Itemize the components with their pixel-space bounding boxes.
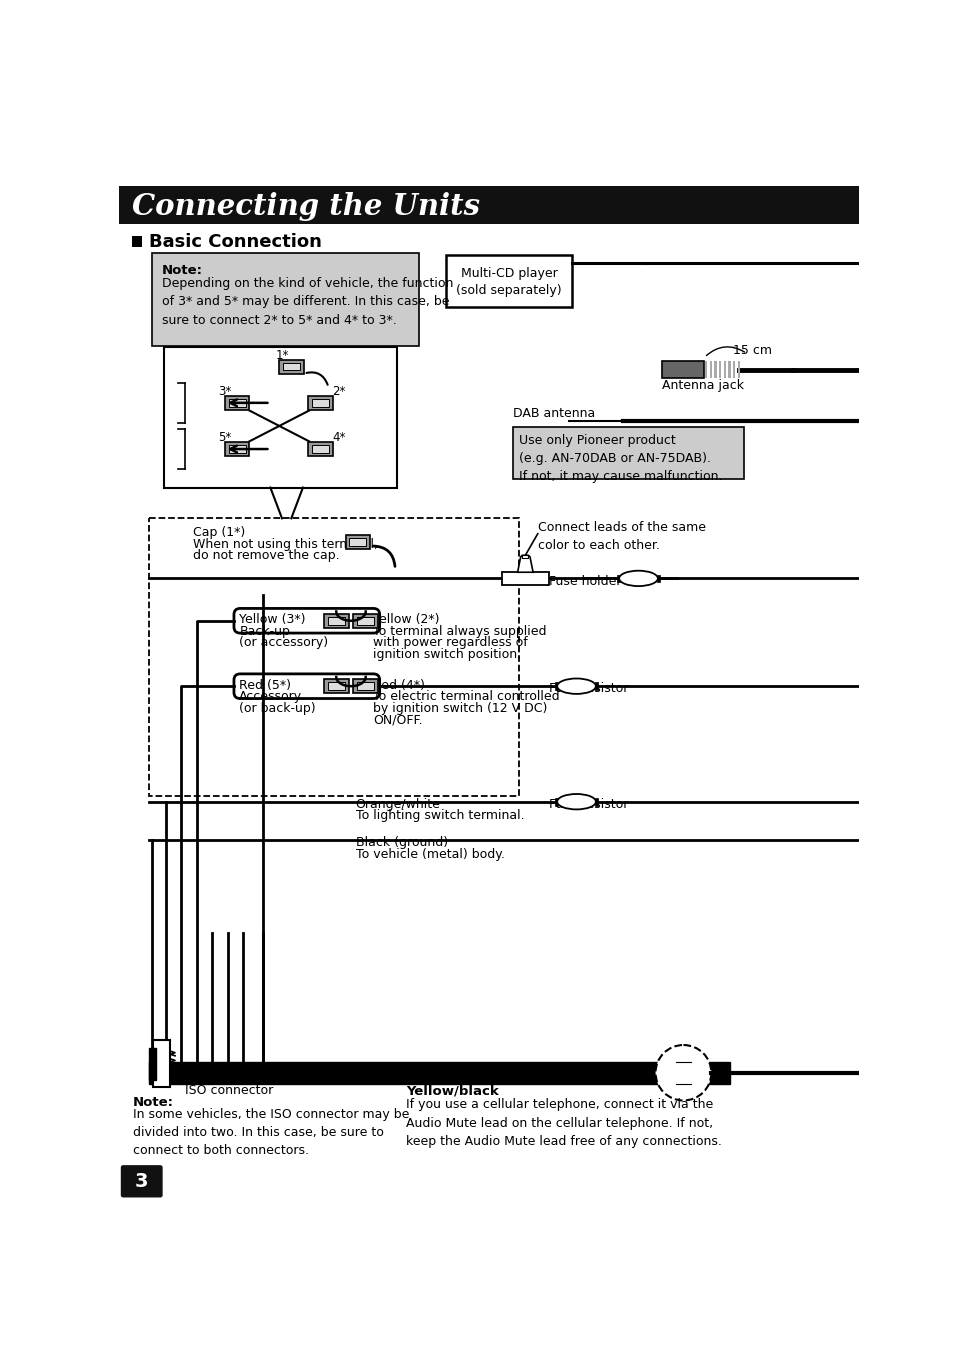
Ellipse shape	[557, 679, 596, 694]
Bar	[595, 683, 598, 690]
Bar	[501, 572, 548, 584]
Text: 3*: 3*	[218, 385, 232, 398]
Text: 3: 3	[134, 1172, 149, 1191]
Text: Depending on the kind of vehicle, the function
of 3* and 5* may be different. In: Depending on the kind of vehicle, the fu…	[162, 276, 453, 327]
Text: Note:: Note:	[162, 264, 203, 278]
Text: Multi-CD player
(sold separately): Multi-CD player (sold separately)	[456, 267, 561, 297]
Text: 4*: 4*	[332, 431, 345, 444]
Text: When not using this terminal,: When not using this terminal,	[193, 538, 377, 550]
Text: (or accessory): (or accessory)	[239, 635, 328, 649]
Text: Antenna jack: Antenna jack	[661, 379, 743, 392]
Bar	[728, 362, 730, 378]
Bar	[149, 519, 518, 795]
Bar	[323, 614, 348, 627]
FancyBboxPatch shape	[121, 1165, 162, 1198]
Text: Yellow (2*): Yellow (2*)	[373, 612, 439, 626]
Bar	[132, 236, 142, 247]
Text: In some vehicles, the ISO connector may be
divided into two. In this case, be su: In some vehicles, the ISO connector may …	[133, 1108, 409, 1157]
Bar	[521, 556, 528, 558]
Text: 5*: 5*	[218, 431, 232, 444]
Bar	[323, 679, 348, 694]
Bar	[349, 538, 366, 546]
Bar	[709, 362, 711, 378]
Bar	[595, 798, 598, 806]
Text: Fuse resistor: Fuse resistor	[549, 683, 628, 695]
Bar	[446, 255, 571, 308]
Ellipse shape	[618, 570, 658, 587]
Text: 15 cm: 15 cm	[732, 344, 771, 356]
Ellipse shape	[557, 794, 596, 809]
Text: do not remove the cap.: do not remove the cap.	[193, 549, 339, 562]
Bar	[617, 575, 619, 583]
Bar	[152, 253, 418, 346]
Text: Fuse resistor: Fuse resistor	[549, 798, 628, 810]
Text: (or back-up): (or back-up)	[239, 702, 315, 714]
Text: Yellow (3*): Yellow (3*)	[239, 612, 306, 626]
Text: Connect leads of the same
color to each other.: Connect leads of the same color to each …	[537, 522, 705, 553]
Bar	[356, 683, 374, 690]
Bar	[555, 683, 558, 690]
Bar	[308, 396, 333, 409]
Bar	[704, 362, 707, 378]
Bar	[657, 575, 659, 583]
Bar	[229, 398, 245, 406]
Bar	[353, 614, 377, 627]
Text: Note:: Note:	[133, 1096, 174, 1108]
Text: If you use a cellular telephone, connect it via the
Audio Mute lead on the cellu: If you use a cellular telephone, connect…	[406, 1098, 721, 1148]
Text: ignition switch position.: ignition switch position.	[373, 648, 521, 661]
Bar	[723, 362, 725, 378]
Text: To lighting switch terminal.: To lighting switch terminal.	[355, 809, 524, 822]
Text: To vehicle (metal) body.: To vehicle (metal) body.	[355, 848, 504, 860]
Bar	[732, 362, 735, 378]
Bar	[312, 398, 329, 406]
Bar	[328, 683, 344, 690]
Text: 2*: 2*	[332, 385, 345, 398]
Text: To electric terminal controlled: To electric terminal controlled	[373, 690, 559, 703]
Bar	[513, 427, 743, 480]
Text: Back-up: Back-up	[239, 625, 290, 638]
Text: Black (ground): Black (ground)	[355, 836, 447, 850]
Bar	[345, 535, 370, 549]
Bar	[164, 347, 396, 488]
Bar	[714, 362, 716, 378]
Bar	[153, 1041, 171, 1087]
Text: DAB antenna: DAB antenna	[513, 406, 595, 420]
Circle shape	[655, 1045, 711, 1100]
Bar	[308, 442, 333, 457]
Text: To terminal always supplied: To terminal always supplied	[373, 625, 546, 638]
Bar	[119, 186, 858, 224]
Text: Use only Pioneer product
(e.g. AN-70DAB or AN-75DAB).
If not, it may cause malfu: Use only Pioneer product (e.g. AN-70DAB …	[518, 435, 721, 484]
Bar	[353, 679, 377, 694]
Bar	[719, 362, 720, 378]
Text: ISO connector: ISO connector	[185, 1084, 274, 1098]
Text: Red (5*): Red (5*)	[239, 679, 291, 691]
Text: Basic Connection: Basic Connection	[149, 233, 321, 251]
Polygon shape	[517, 556, 533, 572]
Text: ON/OFF.: ON/OFF.	[373, 713, 422, 726]
Bar	[224, 442, 249, 457]
Bar	[149, 1049, 156, 1080]
Bar	[555, 798, 558, 806]
Text: Orange/white: Orange/white	[355, 798, 440, 810]
Bar	[328, 617, 344, 625]
Text: Accessory: Accessory	[239, 690, 302, 703]
Bar	[149, 1062, 729, 1084]
Text: Connecting the Units: Connecting the Units	[132, 192, 479, 221]
Bar	[356, 617, 374, 625]
Bar	[737, 362, 740, 378]
Text: by ignition switch (12 V DC): by ignition switch (12 V DC)	[373, 702, 547, 714]
Bar	[661, 362, 703, 378]
Text: Fuse holder: Fuse holder	[549, 575, 621, 588]
Text: Red (4*): Red (4*)	[373, 679, 425, 691]
Bar	[229, 446, 245, 453]
Bar	[312, 446, 329, 453]
Text: 1*: 1*	[275, 350, 289, 362]
Text: Yellow/black: Yellow/black	[406, 1084, 498, 1098]
Bar	[224, 396, 249, 409]
Text: with power regardless of: with power regardless of	[373, 635, 528, 649]
Bar	[278, 359, 303, 374]
Bar	[282, 363, 299, 370]
Text: Cap (1*): Cap (1*)	[193, 526, 245, 539]
